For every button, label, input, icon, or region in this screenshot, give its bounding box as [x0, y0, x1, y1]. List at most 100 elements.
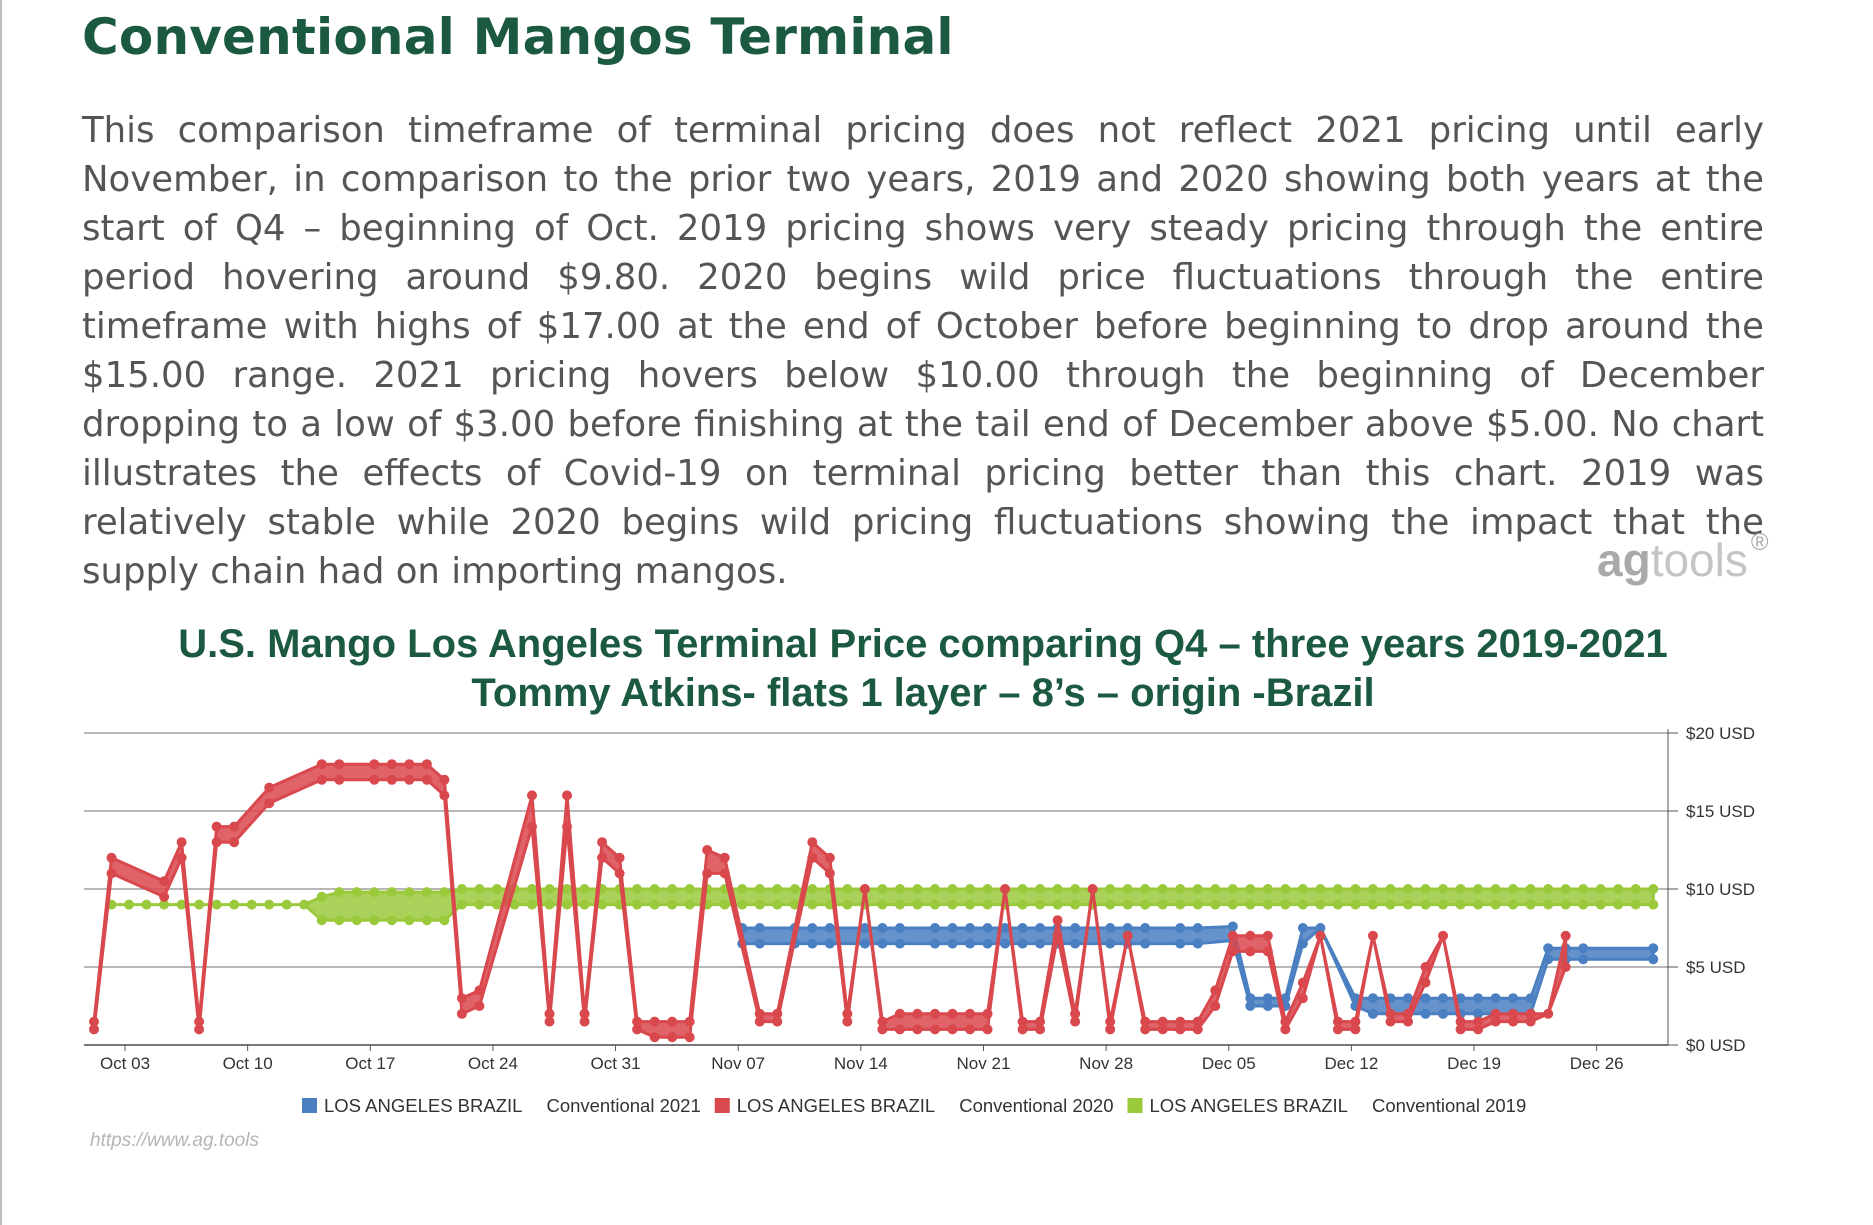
data-point — [334, 887, 345, 898]
data-point — [1473, 884, 1484, 894]
data-point — [929, 1024, 940, 1035]
data-point — [1210, 985, 1221, 996]
data-point — [789, 899, 800, 910]
data-point — [1525, 899, 1536, 910]
data-point — [1297, 884, 1308, 894]
data-point — [1332, 899, 1343, 910]
data-point — [719, 868, 730, 879]
data-point — [264, 782, 275, 793]
data-point — [474, 985, 485, 996]
data-point — [544, 1016, 555, 1027]
data-point — [1630, 884, 1641, 894]
data-point — [1473, 1016, 1484, 1027]
data-point — [1262, 993, 1273, 1004]
data-point — [754, 1008, 765, 1019]
data-point — [1192, 1024, 1203, 1035]
x-tick-label: Oct 03 — [100, 1054, 150, 1073]
data-point — [562, 821, 573, 832]
data-point — [1227, 921, 1238, 932]
x-tick-label: Nov 07 — [711, 1054, 765, 1073]
legend-series-tag: Conventional 2021 — [546, 1095, 700, 1116]
data-point — [1210, 899, 1221, 910]
y-tick-label: $5 USD — [1686, 958, 1746, 977]
data-point — [632, 884, 643, 894]
data-point — [421, 887, 432, 898]
data-point — [1035, 884, 1046, 894]
data-point — [1455, 899, 1466, 910]
data-point — [1227, 899, 1238, 910]
data-point — [1297, 923, 1308, 933]
data-point — [1473, 1008, 1484, 1019]
data-point — [1052, 930, 1063, 941]
data-point — [369, 774, 380, 785]
x-tick-label: Dec 12 — [1324, 1054, 1378, 1073]
data-point — [1070, 923, 1081, 933]
data-point — [1017, 899, 1028, 910]
data-point — [1648, 954, 1659, 965]
data-point — [1227, 930, 1238, 941]
data-point — [982, 1008, 993, 1019]
data-point — [1245, 899, 1256, 910]
data-point — [789, 884, 800, 894]
data-point — [544, 884, 555, 894]
data-point — [1473, 993, 1484, 1004]
data-point — [684, 884, 695, 894]
data-point — [1017, 1024, 1028, 1035]
brand-tools: tools — [1650, 534, 1748, 586]
data-point — [807, 938, 818, 949]
data-point — [316, 759, 327, 770]
data-point — [491, 884, 502, 894]
data-point — [281, 899, 292, 910]
data-point — [1297, 977, 1308, 988]
legend-series-name: LOS ANGELES BRAZIL — [737, 1095, 935, 1116]
data-point — [474, 899, 485, 910]
data-point — [1367, 899, 1378, 910]
data-point — [334, 915, 345, 926]
data-point — [929, 1008, 940, 1019]
data-point — [824, 868, 835, 879]
data-point — [859, 923, 870, 933]
data-point — [1105, 923, 1116, 933]
data-point — [176, 837, 187, 848]
data-point — [1350, 1016, 1361, 1027]
data-point — [474, 1001, 485, 1011]
data-point — [1105, 1024, 1116, 1035]
data-point — [649, 1032, 660, 1043]
data-point — [772, 884, 783, 894]
data-point — [1175, 1024, 1186, 1035]
data-point — [1262, 1001, 1273, 1011]
data-point — [351, 887, 362, 898]
data-point — [1262, 884, 1273, 894]
data-point — [544, 899, 555, 910]
data-point — [754, 1016, 765, 1027]
data-point — [947, 1008, 958, 1019]
data-point — [1035, 1016, 1046, 1027]
data-point — [807, 852, 818, 863]
data-point — [1280, 1016, 1291, 1027]
data-point — [1455, 993, 1466, 1004]
data-point — [1438, 993, 1449, 1004]
data-point — [299, 899, 310, 910]
data-point — [1122, 884, 1133, 894]
data-point — [982, 884, 993, 894]
data-point — [456, 993, 467, 1004]
data-point — [229, 821, 240, 832]
data-point — [1613, 884, 1624, 894]
data-point — [1175, 923, 1186, 933]
data-point — [1105, 938, 1116, 949]
data-point — [947, 923, 958, 933]
data-point — [842, 899, 853, 910]
agtools-logo: agtools ® — [1597, 529, 1769, 587]
x-tick-label: Dec 26 — [1570, 1054, 1624, 1073]
data-point — [1367, 884, 1378, 894]
data-point — [754, 923, 765, 933]
data-point — [929, 938, 940, 949]
chart-title-block: U.S. Mango Los Angeles Terminal Price co… — [82, 620, 1764, 718]
data-point — [667, 884, 678, 894]
data-point — [807, 884, 818, 894]
data-point — [386, 915, 397, 926]
x-tick-label: Oct 10 — [223, 1054, 273, 1073]
data-point — [1578, 899, 1589, 910]
data-point — [1490, 993, 1501, 1004]
data-point — [1245, 1001, 1256, 1011]
